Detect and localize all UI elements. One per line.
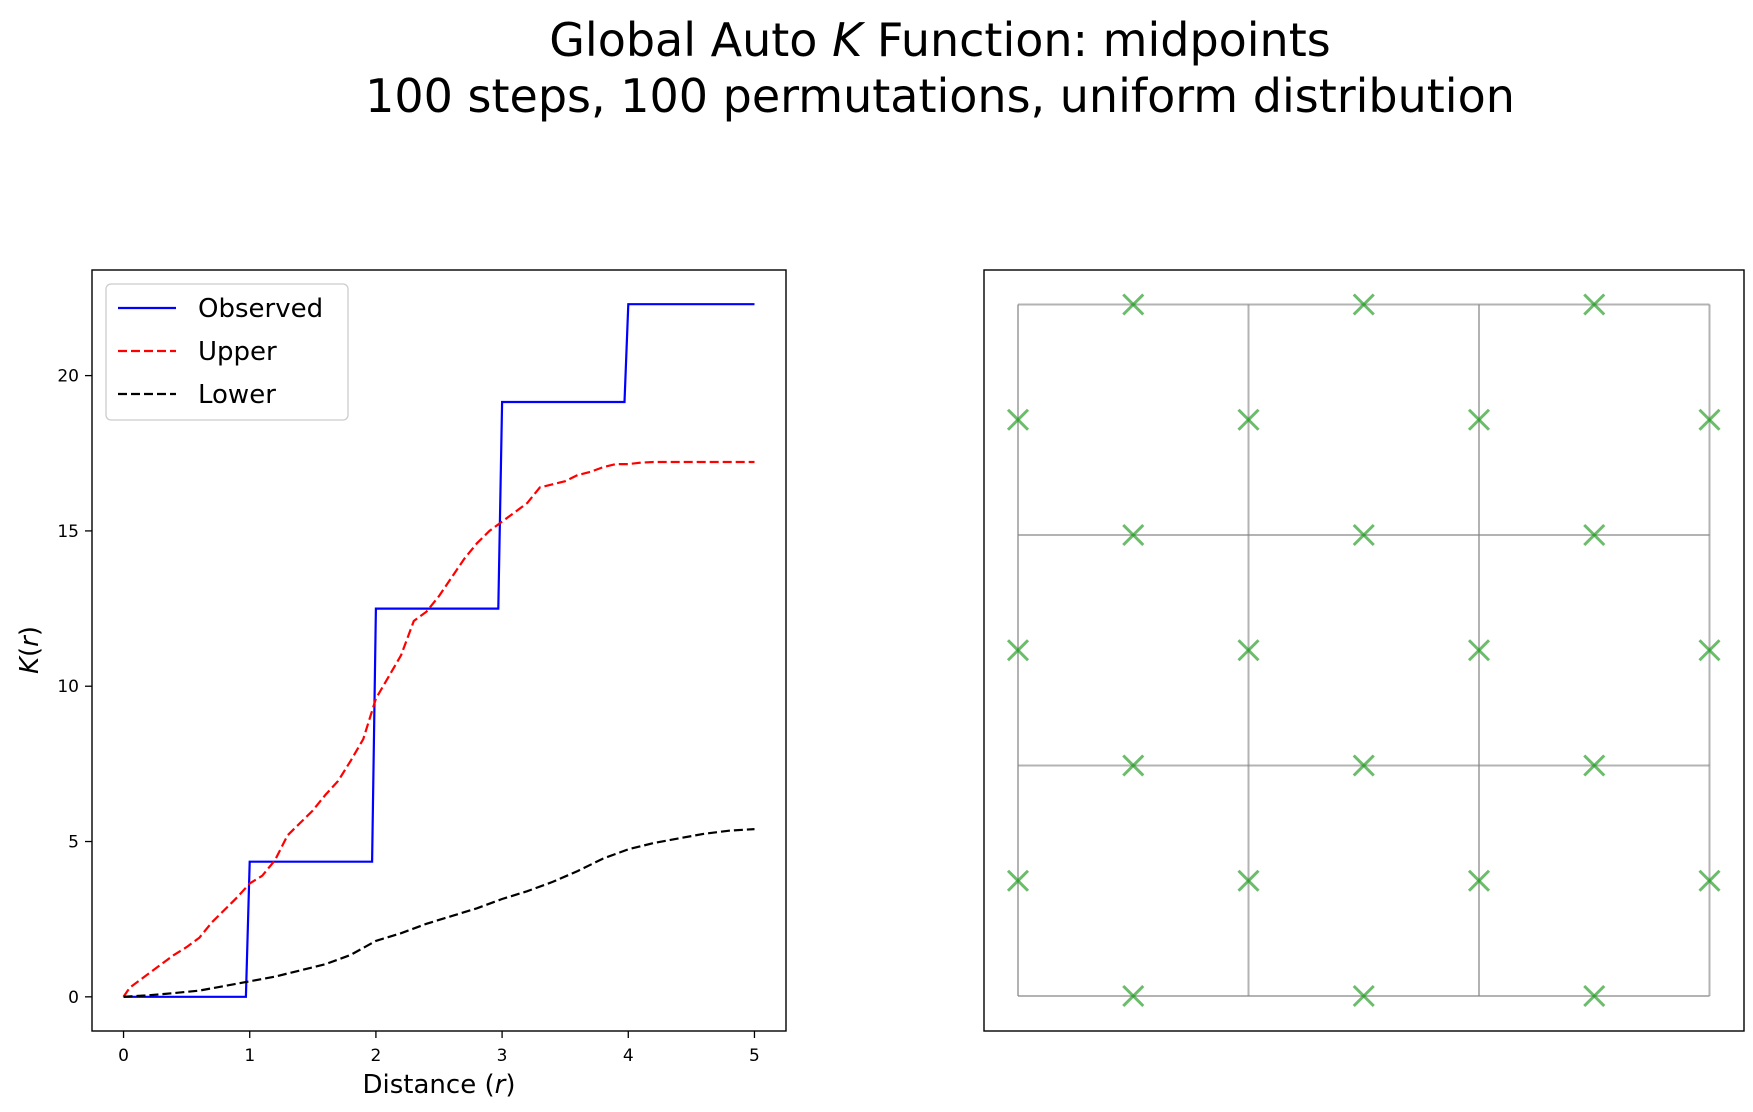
y-tick-label: 5	[68, 833, 79, 853]
x-tick-label: 5	[749, 1046, 760, 1066]
legend-label-upper: Upper	[198, 337, 277, 367]
midpoint-marker	[1583, 293, 1606, 316]
k-function-axes-frame	[91, 269, 787, 1032]
midpoint-marker	[1467, 869, 1491, 892]
marker-stroke	[1237, 639, 1260, 662]
x-tick-label: 3	[497, 1046, 508, 1066]
marker-stroke	[1352, 293, 1375, 316]
marker-stroke	[1467, 639, 1491, 662]
marker-stroke	[1352, 984, 1375, 1008]
midpoint-marker	[1583, 523, 1606, 547]
marker-stroke	[1583, 984, 1606, 1008]
midpoint-marker	[1237, 639, 1260, 662]
marker-stroke	[1006, 869, 1030, 892]
midpoint-marker	[1122, 523, 1145, 547]
x-tick-label: 2	[370, 1046, 381, 1066]
marker-stroke	[1122, 293, 1145, 316]
y-tick-label: 0	[68, 988, 79, 1008]
marker-stroke	[1122, 754, 1145, 777]
k-function-series-layer	[122, 303, 755, 998]
midpoint-marker	[1698, 639, 1721, 662]
midpoint-marker	[1122, 984, 1145, 1008]
midpoint-marker	[1583, 984, 1606, 1008]
network-edges	[1017, 303, 1711, 997]
marker-stroke	[1237, 869, 1260, 892]
marker-stroke	[1467, 869, 1491, 892]
marker-stroke	[1122, 523, 1145, 547]
marker-stroke	[1698, 639, 1721, 662]
chart-subtitle: 100 steps, 100 permutations, uniform dis…	[365, 69, 1515, 123]
midpoint-marker	[1237, 869, 1260, 892]
x-tick-label: 4	[623, 1046, 634, 1066]
x-tick-label: 1	[244, 1046, 255, 1066]
midpoint-marker	[1122, 293, 1145, 316]
k-function-y-axis-label: K(r)	[15, 626, 45, 674]
midpoint-marker	[1352, 754, 1375, 777]
marker-stroke	[1237, 408, 1260, 431]
k-function-x-ticks: 0 1 2 3 4 5	[118, 1031, 760, 1066]
marker-stroke	[1467, 408, 1491, 431]
marker-stroke	[1352, 523, 1375, 547]
marker-stroke	[1006, 639, 1030, 662]
midpoint-marker	[1006, 869, 1030, 892]
series-line-upper	[122, 460, 755, 998]
midpoint-marker	[1237, 408, 1260, 431]
marker-stroke	[1583, 293, 1606, 316]
midpoint-marker	[1698, 869, 1721, 892]
midpoint-marker	[1467, 639, 1491, 662]
legend-label-lower: Lower	[198, 380, 276, 410]
legend-label-observed: Observed	[198, 294, 323, 324]
midpoint-marker	[1352, 984, 1375, 1008]
y-tick-label: 20	[57, 367, 79, 387]
marker-stroke	[1352, 754, 1375, 777]
marker-stroke	[1698, 408, 1721, 431]
midpoint-marker	[1352, 523, 1375, 547]
chart-title-variable: K	[832, 13, 863, 67]
y-tick-label: 10	[57, 677, 79, 697]
k-function-legend: Observed Upper Lower	[105, 283, 349, 421]
midpoint-marker	[1698, 408, 1721, 431]
k-function-y-ticks: 0 5 10 15 20	[57, 367, 92, 1008]
k-function-x-axis-label: Distance (r)	[363, 1070, 516, 1100]
chart-title: Global Auto K Function: midpoints	[360, 12, 1520, 68]
chart-title-prefix: Global Auto	[549, 13, 833, 67]
marker-stroke	[1698, 869, 1721, 892]
series-line-observed	[123, 303, 755, 998]
midpoint-marker	[1467, 408, 1491, 431]
series-line-lower	[123, 828, 755, 998]
midpoint-markers	[1006, 293, 1721, 1008]
midpoint-marker	[1006, 408, 1030, 431]
marker-stroke	[1583, 754, 1606, 777]
midpoint-marker	[1122, 754, 1145, 777]
chart-title-suffix: Function: midpoints	[862, 13, 1331, 67]
midpoint-marker	[1352, 293, 1375, 316]
x-tick-label: 0	[118, 1046, 129, 1066]
marker-stroke	[1122, 984, 1145, 1008]
network-axes-frame	[983, 269, 1745, 1032]
marker-stroke	[1583, 523, 1606, 547]
legend-box	[105, 283, 349, 421]
marker-stroke	[1006, 408, 1030, 431]
midpoint-marker	[1583, 754, 1606, 777]
midpoint-marker	[1006, 639, 1030, 662]
y-tick-label: 15	[57, 522, 79, 542]
